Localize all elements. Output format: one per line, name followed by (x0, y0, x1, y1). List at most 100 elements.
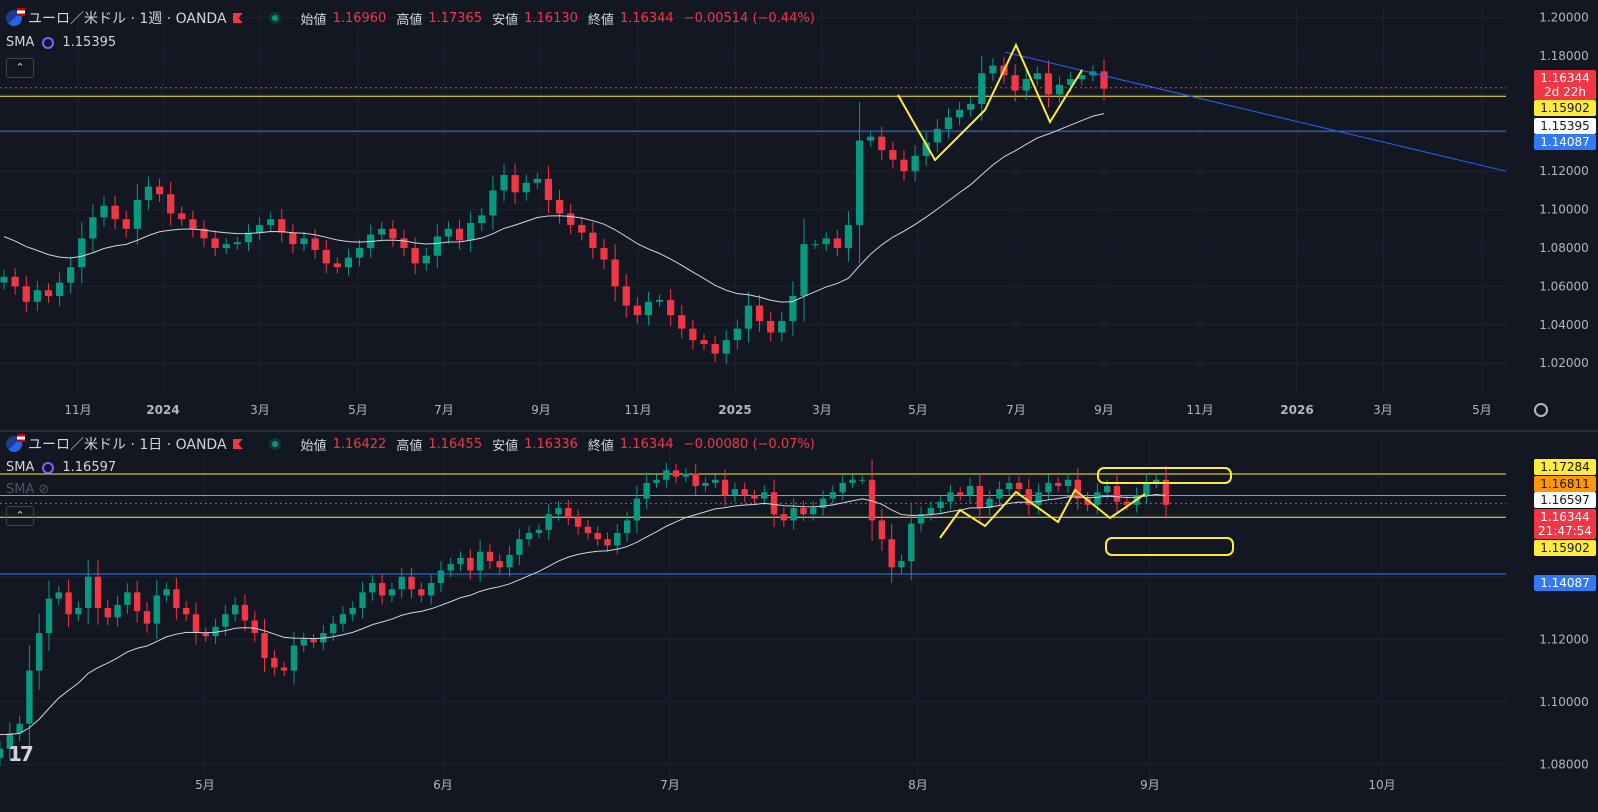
x-tick-label: 7月 (660, 778, 680, 792)
flag-marker-icon[interactable] (233, 439, 243, 449)
candle-body (301, 639, 307, 645)
candle-body (761, 492, 767, 498)
candle-body (56, 592, 62, 598)
price-tag[interactable]: 1.16597 (1534, 492, 1596, 508)
candle-body (556, 200, 563, 213)
candle-body (178, 213, 185, 219)
price-tag[interactable]: 1.14087 (1534, 575, 1596, 591)
candle-body (203, 633, 209, 636)
candle-body (536, 530, 542, 533)
candle-body (644, 483, 650, 499)
candle-body (1055, 483, 1061, 486)
candle-body (1035, 492, 1041, 505)
candle-body (595, 533, 601, 539)
candle-body (634, 306, 641, 316)
candle-body (849, 480, 855, 483)
weekly-symbol-title[interactable]: ユーロ／米ドル · 1週 · OANDA (28, 8, 227, 28)
candle-body (859, 480, 865, 481)
price-tag[interactable]: 1.17284 (1534, 459, 1596, 475)
tradingview-logo[interactable]: 17 (8, 742, 32, 766)
sma-value: 1.15395 (62, 35, 116, 50)
y-tick-label: 1.12000 (1539, 164, 1589, 178)
open-label: 始値 (301, 9, 327, 28)
candle-body (700, 340, 707, 344)
candle-body (124, 592, 130, 605)
close-label: 終値 (588, 9, 614, 28)
candle-body (78, 238, 85, 267)
eye-hidden-icon[interactable]: ⊘ (38, 482, 49, 497)
candle-body (145, 187, 152, 200)
low-label: 安値 (492, 9, 518, 28)
daily-sma2-legend-hidden[interactable]: SMA ⊘ (6, 482, 49, 497)
market-status-icon[interactable] (269, 12, 281, 24)
candle-body (487, 552, 493, 561)
daily-sma-legend[interactable]: SMA 1.16597 (6, 460, 116, 475)
candle-body (65, 592, 71, 614)
candle-body (378, 229, 385, 235)
candle-body (673, 470, 679, 476)
candle-body (937, 502, 943, 508)
candle-body (144, 611, 150, 624)
candle-body (741, 489, 747, 495)
price-tag[interactable]: 21:47:54 (1534, 523, 1596, 539)
candle-body (312, 238, 319, 250)
candle-body (604, 539, 610, 545)
candle-body (967, 104, 974, 110)
candle-body (1056, 85, 1063, 95)
daily-chart-pane[interactable]: 1.08000 1.10000 1.12000 5月 6月 7月 8月 9月 10月 ユーロ／米… (0, 432, 1598, 812)
candle-body (173, 589, 179, 608)
candle-body (223, 244, 230, 248)
daily-symbol-title[interactable]: ユーロ／米ドル · 1日 · OANDA (28, 434, 227, 454)
collapse-legend-button[interactable]: ⌃ (6, 58, 34, 78)
price-tag[interactable]: 1.15902 (1534, 540, 1596, 556)
price-tag[interactable]: 1.15902 (1534, 100, 1596, 116)
change-value: −0.00514 (−0.44%) (684, 11, 815, 26)
candle-body (1100, 71, 1107, 88)
candle-body (945, 117, 952, 129)
candle-body (545, 179, 552, 200)
candle-body (663, 470, 669, 479)
candle-body (526, 533, 532, 539)
weekly-chart[interactable]: 1.02000 1.04000 1.06000 1.08000 1.10000 1.120… (0, 0, 1598, 430)
candle-body (600, 248, 607, 260)
flag-marker-icon[interactable] (233, 13, 243, 23)
weekly-chart-pane[interactable]: 1.02000 1.04000 1.06000 1.08000 1.10000 1.120… (0, 0, 1598, 430)
price-tag[interactable]: 2d 22h (1534, 84, 1596, 100)
candle-body (800, 244, 807, 296)
candle-body (345, 258, 352, 268)
candle-body (212, 238, 219, 248)
high-value: 1.17365 (428, 11, 482, 26)
candle-body (67, 267, 74, 282)
candle-body (575, 517, 581, 526)
candle-body (1075, 480, 1081, 499)
candle-body (289, 233, 296, 245)
candle-body (189, 219, 196, 229)
market-status-icon[interactable] (269, 438, 281, 450)
candle-body (1006, 483, 1012, 489)
price-tag[interactable]: 1.15395 (1534, 118, 1596, 134)
settings-gear-icon[interactable] (1534, 403, 1548, 417)
candle-body (967, 486, 973, 495)
candle-body (271, 658, 277, 667)
candle-body (232, 605, 238, 614)
price-tag[interactable]: 1.14087 (1534, 134, 1596, 150)
price-tag[interactable]: 1.16811 (1534, 476, 1596, 492)
weekly-sma-legend[interactable]: SMA 1.15395 (6, 35, 116, 50)
candle-body (489, 190, 496, 215)
candle-body (281, 667, 287, 670)
candle-body (1023, 79, 1030, 91)
candle-body (908, 524, 914, 562)
candle-body (36, 633, 42, 671)
y-tick-label: 1.10000 (1539, 203, 1589, 217)
candle-body (546, 514, 552, 530)
collapse-legend-button[interactable]: ⌃ (6, 506, 34, 526)
y-tick-label: 1.18000 (1539, 49, 1589, 63)
candle-body (330, 624, 336, 633)
candle-body (412, 248, 419, 263)
highlight-box-bottom (1106, 538, 1233, 555)
sma-indicator-icon (42, 462, 54, 474)
candle-body (614, 533, 620, 546)
candle-body (745, 306, 752, 329)
y-tick-label: 1.02000 (1539, 356, 1589, 370)
daily-chart[interactable]: 1.08000 1.10000 1.12000 5月 6月 7月 8月 9月 10月 (0, 432, 1598, 812)
